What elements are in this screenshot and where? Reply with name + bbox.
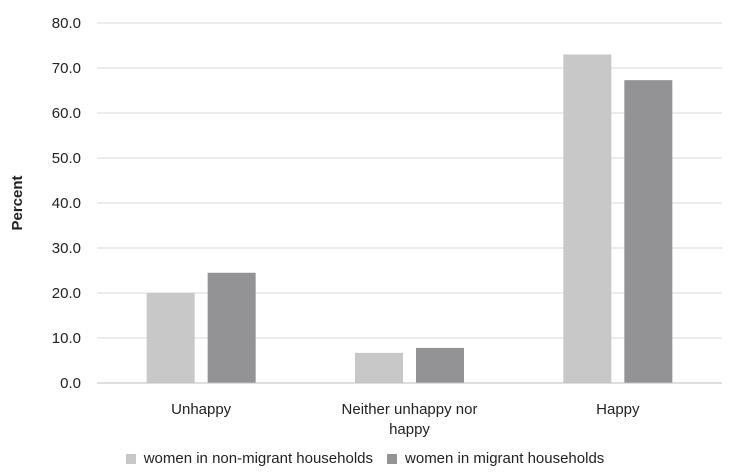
y-axis-title: Percent xyxy=(9,175,26,230)
y-tick-label: 20.0 xyxy=(52,285,81,302)
gridlines xyxy=(97,22,722,339)
legend-item-migrant: women in migrant households xyxy=(387,450,604,467)
y-tick-label: 10.0 xyxy=(52,330,81,347)
y-tick-label: 30.0 xyxy=(52,240,81,257)
bar xyxy=(355,352,403,383)
y-axis-tick-labels: 0.0 10.0 20.0 30.0 40.0 50.0 60.0 70.0 80.0 xyxy=(52,15,81,392)
legend-swatch-non-migrant xyxy=(125,453,136,464)
legend: women in non-migrant households women in… xyxy=(0,450,730,467)
y-tick-label: 70.0 xyxy=(52,60,81,77)
x-category-label: Happy xyxy=(596,401,640,418)
y-tick-label: 50.0 xyxy=(52,150,81,167)
legend-item-non-migrant: women in non-migrant households xyxy=(125,450,374,467)
bar xyxy=(563,54,612,383)
bars xyxy=(146,54,673,384)
bar xyxy=(146,293,195,383)
legend-label-non-migrant: women in non-migrant households xyxy=(143,450,374,467)
x-category-label: Unhappy xyxy=(171,401,232,418)
y-tick-label: 40.0 xyxy=(52,195,81,212)
bar xyxy=(416,347,464,383)
x-category-label: Neither unhappy nor happy xyxy=(342,401,478,438)
legend-swatch-migrant xyxy=(387,453,398,464)
bar xyxy=(624,80,673,384)
y-tick-label: 60.0 xyxy=(52,105,81,122)
legend-label-migrant: women in migrant households xyxy=(405,450,605,467)
y-tick-label: 80.0 xyxy=(52,15,81,32)
y-tick-label: 0.0 xyxy=(60,375,81,392)
x-axis-category-labels: Unhappy Neither unhappy nor happy Happy xyxy=(171,401,640,438)
bar xyxy=(207,272,256,383)
